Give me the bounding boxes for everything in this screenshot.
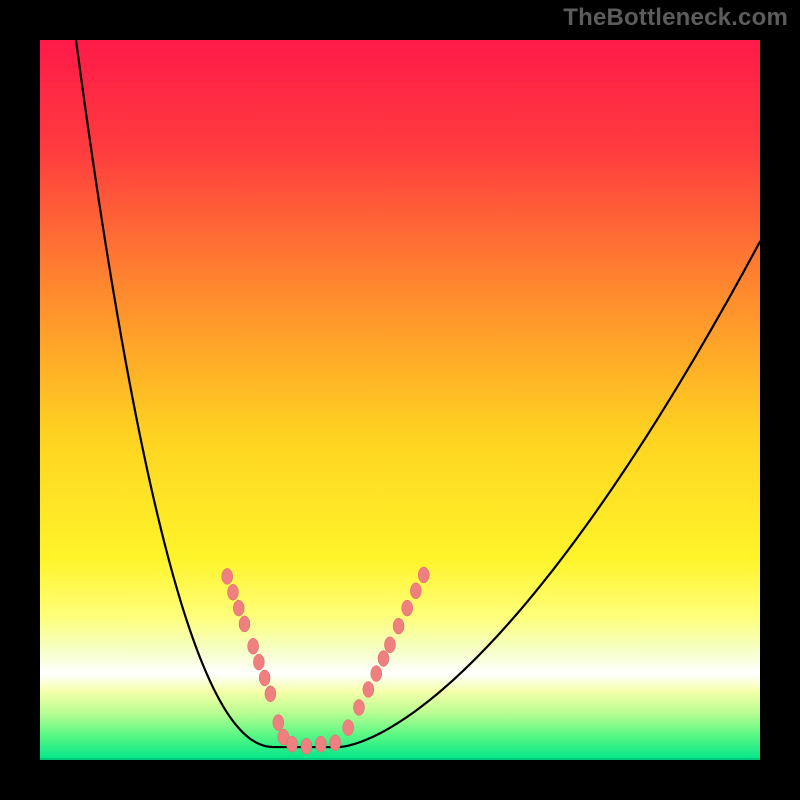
highlight-dot [410, 583, 421, 599]
highlight-dot [253, 654, 264, 670]
highlight-dot [248, 638, 259, 654]
highlight-dot [239, 616, 250, 632]
highlight-dot [418, 567, 429, 583]
highlight-dot [330, 735, 341, 751]
highlight-dot [222, 568, 233, 584]
gradient-background [40, 40, 760, 760]
chart-stage: TheBottleneck.com [0, 0, 800, 800]
highlight-dot [353, 699, 364, 715]
highlight-dot [265, 686, 276, 702]
chart-svg [0, 0, 800, 800]
highlight-dot [273, 715, 284, 731]
highlight-dot [343, 720, 354, 736]
highlight-dot [315, 736, 326, 752]
highlight-dot [287, 736, 298, 752]
highlight-dot [363, 681, 374, 697]
highlight-dot [378, 650, 389, 666]
highlight-dot [371, 666, 382, 682]
highlight-dot [402, 600, 413, 616]
highlight-dot [393, 618, 404, 634]
highlight-dot [233, 600, 244, 616]
highlight-dot [259, 670, 270, 686]
highlight-dot [227, 584, 238, 600]
highlight-dot [301, 738, 312, 754]
highlight-dot [384, 637, 395, 653]
